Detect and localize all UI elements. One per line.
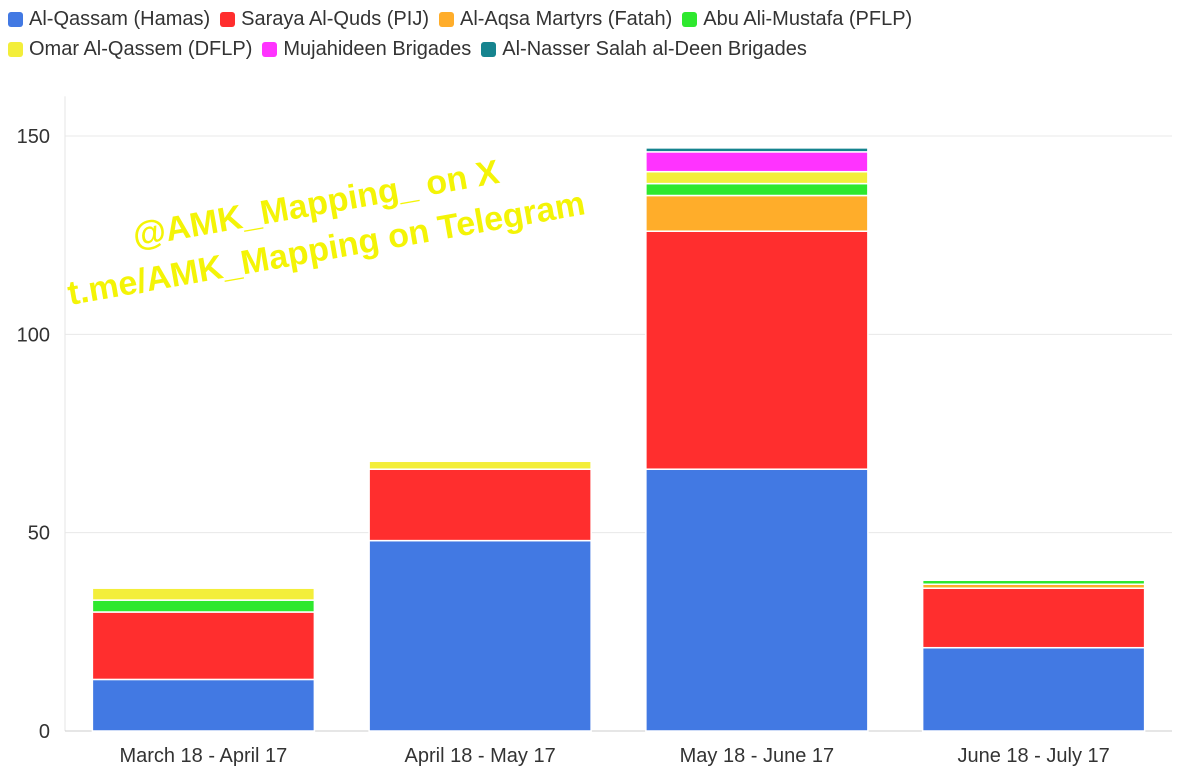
legend-swatch	[8, 41, 23, 57]
legend-label: Al-Aqsa Martyrs (Fatah)	[459, 7, 673, 30]
legend-label: Abu Ali-Mustafa (PFLP)	[703, 7, 913, 30]
legend-label: Al-Qassam (Hamas)	[29, 7, 211, 30]
bar-segment[interactable]	[645, 182, 869, 197]
legend-item[interactable]: Al-Nasser Salah al-Deen Brigades	[481, 38, 807, 61]
legend-label: Al-Nasser Salah al-Deen Brigades	[502, 37, 807, 60]
legend-label: Omar Al-Qassem (DFLP)	[29, 37, 253, 60]
legend-item[interactable]: Abu Ali-Mustafa (PFLP)	[682, 8, 912, 31]
legend-label: Mujahideen Brigades	[283, 37, 472, 60]
bar-segment[interactable]	[645, 151, 869, 173]
bar-segment[interactable]	[368, 468, 592, 542]
bar-segment[interactable]	[645, 194, 869, 232]
bar-segment[interactable]	[645, 230, 869, 470]
bar-segment[interactable]	[368, 539, 592, 732]
bar-segment[interactable]	[921, 579, 1146, 585]
bar-segment[interactable]	[368, 460, 592, 470]
bar-segment[interactable]	[91, 599, 316, 613]
watermark: @AMK_Mapping_ on Xt.me/AMK_Mapping on Te…	[65, 153, 588, 313]
legend-swatch	[438, 11, 454, 27]
legend-swatch	[682, 11, 698, 27]
x-tick-label: June 18 - July 17	[957, 745, 1109, 767]
bars	[91, 147, 1146, 732]
legend-label: Saraya Al-Quds (PIJ)	[241, 7, 429, 30]
bar-segment[interactable]	[921, 587, 1146, 649]
legend-row: Omar Al-Qassem (DFLP) Mujahideen Brigades…	[8, 34, 1178, 64]
bar-segment[interactable]	[91, 587, 316, 601]
y-tick-label: 0	[39, 721, 50, 743]
x-tick-label: April 18 - May 17	[405, 745, 556, 767]
legend-swatch	[481, 41, 497, 57]
x-tick-label: May 18 - June 17	[680, 745, 835, 767]
bar-segment[interactable]	[645, 170, 869, 185]
legend-item[interactable]: Omar Al-Qassem (DFLP)	[8, 38, 252, 61]
legend-swatch	[8, 11, 23, 27]
bar-segment[interactable]	[91, 678, 316, 732]
legend: Al-Qassam (Hamas) Saraya Al-Quds (PIJ) Al-…	[8, 4, 1178, 64]
legend-row: Al-Qassam (Hamas) Saraya Al-Quds (PIJ) Al-…	[8, 4, 1178, 34]
legend-item[interactable]: Mujahideen Brigades	[262, 38, 471, 61]
legend-swatch	[262, 41, 278, 57]
legend-item[interactable]: Al-Qassam (Hamas)	[8, 8, 210, 31]
x-tick-label: March 18 - April 17	[119, 745, 287, 767]
bar-segment[interactable]	[921, 646, 1146, 732]
y-tick-label: 150	[17, 126, 50, 148]
y-tick-label: 50	[28, 523, 50, 545]
x-axis-ticks: March 18 - April 17 April 18 - May 17 May …	[119, 745, 1109, 767]
bar-segment[interactable]	[645, 147, 869, 153]
y-tick-label: 100	[17, 324, 50, 346]
bar-segment[interactable]	[91, 611, 316, 681]
y-axis-ticks: 0 50 100 150	[17, 126, 50, 743]
legend-item[interactable]: Saraya Al-Quds (PIJ)	[220, 8, 429, 31]
bar-segment[interactable]	[645, 468, 869, 732]
legend-item[interactable]: Al-Aqsa Martyrs (Fatah)	[438, 7, 673, 31]
legend-swatch	[220, 11, 236, 27]
